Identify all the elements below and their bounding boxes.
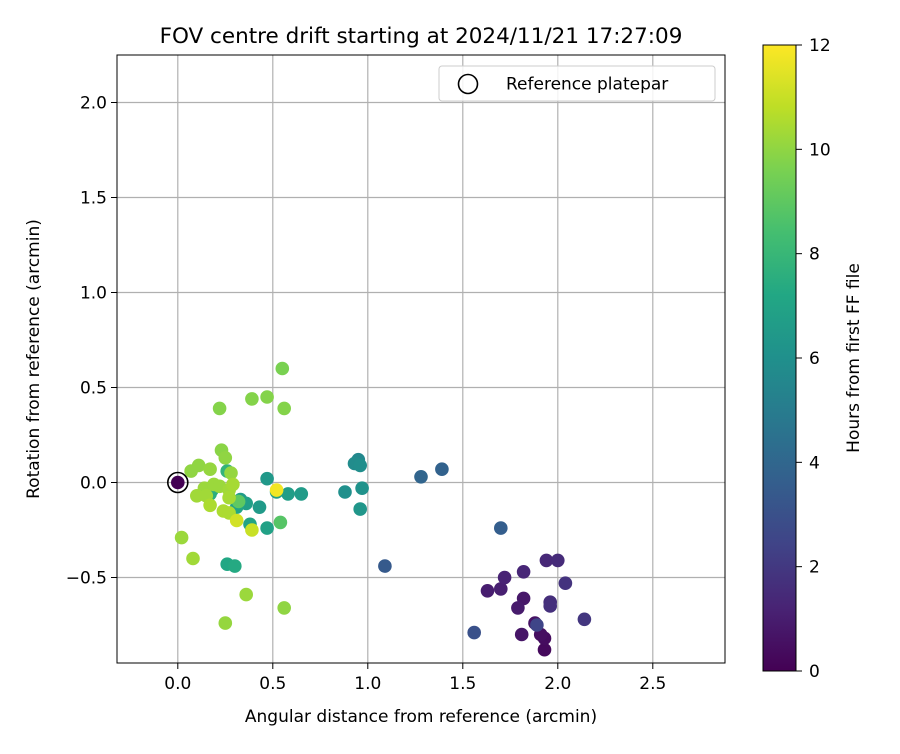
data-point xyxy=(260,390,274,404)
data-point xyxy=(414,470,428,484)
data-point xyxy=(218,616,233,630)
data-point xyxy=(355,481,369,496)
data-point xyxy=(269,483,284,497)
data-point xyxy=(260,471,274,486)
data-point xyxy=(353,502,368,516)
data-point xyxy=(494,521,508,535)
y-tick-label: −0.5 xyxy=(66,569,107,589)
data-point xyxy=(435,462,449,477)
data-point xyxy=(186,551,200,566)
data-point xyxy=(239,587,253,602)
data-point xyxy=(378,559,392,573)
data-point xyxy=(353,458,368,473)
data-point xyxy=(338,485,352,499)
y-tick-label: 0.0 xyxy=(80,474,107,494)
data-point xyxy=(467,625,482,640)
data-point xyxy=(245,523,259,537)
data-point xyxy=(184,464,198,478)
legend-label: Reference platepar xyxy=(506,75,668,95)
grid-lines xyxy=(117,55,725,663)
data-point xyxy=(226,477,240,492)
data-point xyxy=(224,466,238,480)
data-point xyxy=(558,576,573,590)
chart-title: FOV centre drift starting at 2024/11/21 … xyxy=(160,24,683,49)
data-point xyxy=(190,489,204,503)
legend-marker-ring xyxy=(457,73,479,95)
data-point xyxy=(203,498,217,513)
colorbar-tick-label: 8 xyxy=(809,245,820,265)
data-point xyxy=(294,487,309,501)
y-axis-label: Rotation from reference (arcmin) xyxy=(24,219,44,499)
data-point xyxy=(281,487,295,501)
colorbar-tick-label: 4 xyxy=(809,453,820,473)
x-tick-label: 0.5 xyxy=(259,674,286,694)
y-tick-label: 2.0 xyxy=(80,94,107,114)
colorbar-tick-label: 2 xyxy=(809,558,820,578)
data-point xyxy=(174,530,189,545)
data-point xyxy=(252,500,267,514)
legend: Reference platepar xyxy=(438,65,716,102)
x-axis-label: Angular distance from reference (arcmin) xyxy=(245,707,597,727)
colorbar-tick-label: 12 xyxy=(809,36,831,56)
data-point xyxy=(511,601,525,615)
x-tick-label: 1.0 xyxy=(354,674,381,694)
data-point xyxy=(222,490,236,505)
data-point xyxy=(229,513,244,528)
data-point xyxy=(537,642,552,657)
colorbar: 0 2 4 6 8 10 12 Hours from first FF file xyxy=(762,36,864,682)
data-point xyxy=(277,401,292,416)
data-point xyxy=(203,462,217,477)
legend-box xyxy=(438,65,716,102)
data-point xyxy=(245,392,259,406)
data-point xyxy=(543,599,557,613)
data-point xyxy=(480,584,495,598)
data-point xyxy=(497,570,512,585)
colorbar-tick-label: 10 xyxy=(809,140,831,160)
reference-marker-layer xyxy=(167,471,189,494)
data-point xyxy=(275,361,290,376)
data-point xyxy=(577,612,592,627)
y-tick-label: 0.5 xyxy=(80,379,107,399)
y-axis-ticks: −0.5 0.0 0.5 1.0 1.5 2.0 xyxy=(66,94,117,589)
data-point xyxy=(494,582,508,596)
data-point xyxy=(273,515,288,530)
data-point xyxy=(228,559,242,573)
x-axis-ticks: 0.0 0.5 1.0 1.5 2.0 2.5 xyxy=(164,663,666,694)
reference-platepar-marker xyxy=(167,471,189,494)
data-point xyxy=(277,601,292,615)
plot-frame xyxy=(116,54,726,664)
x-tick-label: 1.5 xyxy=(449,674,476,694)
x-tick-label: 0.0 xyxy=(164,674,191,694)
colorbar-gradient xyxy=(762,44,797,672)
data-point xyxy=(218,451,233,465)
y-tick-label: 1.0 xyxy=(80,284,107,304)
data-point xyxy=(212,401,227,416)
data-point xyxy=(530,618,544,632)
colorbar-tick-label: 6 xyxy=(809,349,820,369)
data-point xyxy=(551,553,565,568)
x-tick-label: 2.5 xyxy=(639,674,666,694)
colorbar-tick-label: 0 xyxy=(809,662,820,682)
colorbar-ticks: 0 2 4 6 8 10 12 xyxy=(796,36,831,682)
data-point xyxy=(260,521,274,535)
data-point xyxy=(539,553,554,568)
x-tick-label: 2.0 xyxy=(544,674,571,694)
data-points xyxy=(171,361,592,657)
y-tick-label: 1.5 xyxy=(80,189,107,209)
colorbar-label: Hours from first FF file xyxy=(844,263,864,453)
data-point xyxy=(516,565,531,579)
data-point xyxy=(171,475,185,490)
data-point xyxy=(514,627,529,642)
